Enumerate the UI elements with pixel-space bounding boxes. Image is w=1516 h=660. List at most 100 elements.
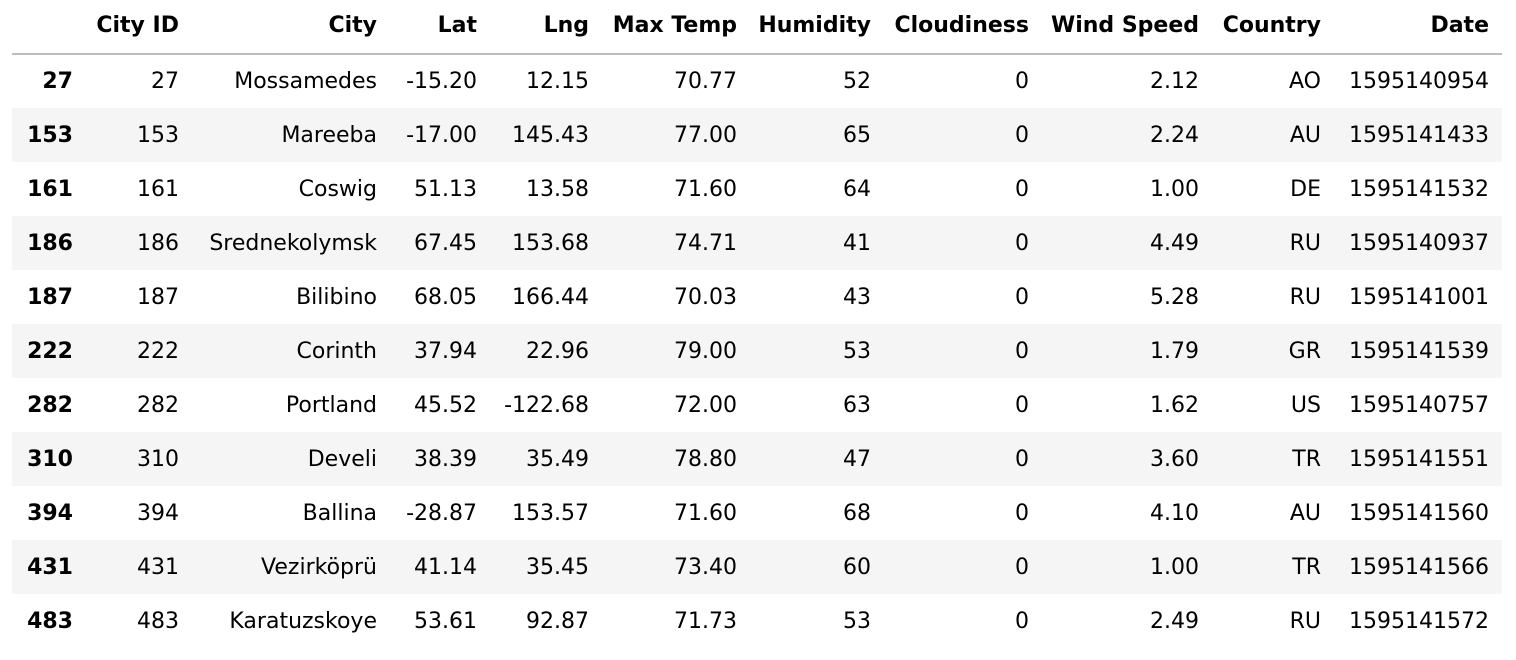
column-header-date: Date [1334, 0, 1502, 55]
cell-max-temp: 77.00 [674, 122, 737, 148]
cell-city: Corinth [296, 338, 378, 364]
table-row: 394 394 Ballina -28.87 153.57 71.60 68 0 4.10 AU 1… [12, 486, 1502, 540]
cell-city-id: 153 [137, 122, 179, 148]
cell-max-temp: 71.60 [674, 176, 737, 202]
cell-date: 1595141560 [1349, 500, 1489, 526]
row-index: 282 [27, 392, 73, 418]
cell-humidity: 68 [843, 500, 871, 526]
cell-city: Coswig [298, 176, 377, 202]
cell-city: Mareeba [281, 122, 377, 148]
cell-lat: 45.52 [414, 392, 477, 418]
table-row: 310 310 Develi 38.39 35.49 78.80 47 0 3.60 TR 1595… [12, 432, 1502, 486]
cell-wind-speed: 1.00 [1150, 176, 1199, 202]
cell-humidity: 65 [843, 122, 871, 148]
cell-city: Srednekolymsk [209, 230, 377, 256]
cell-city-id: 187 [137, 284, 179, 310]
column-header-cloudiness: Cloudiness [884, 0, 1042, 55]
row-index: 187 [27, 284, 73, 310]
cell-wind-speed: 1.79 [1150, 338, 1199, 364]
row-index: 483 [27, 608, 73, 634]
cell-city: Vezirköprü [261, 554, 377, 580]
cell-max-temp: 74.71 [674, 230, 737, 256]
table-row: 187 187 Bilibino 68.05 166.44 70.03 43 0 5.28 RU 1… [12, 270, 1502, 324]
cell-cloudiness: 0 [1015, 230, 1029, 256]
cell-date: 1595141566 [1349, 554, 1489, 580]
cell-date: 1595140757 [1349, 392, 1489, 418]
cell-city: Develi [307, 446, 377, 472]
cell-lat: 41.14 [414, 554, 477, 580]
cell-country: TR [1292, 446, 1321, 472]
table-body: 27 27 Mossamedes -15.20 12.15 70.77 52 0 2.12 AO 1… [12, 54, 1502, 648]
cell-wind-speed: 2.12 [1150, 69, 1199, 94]
cell-date: 1595141532 [1349, 176, 1489, 202]
table-row: 431 431 Vezirköprü 41.14 35.45 73.40 60 0 1.00 TR… [12, 540, 1502, 594]
cell-country: RU [1289, 230, 1321, 256]
cell-lng: -122.68 [504, 392, 589, 418]
column-header-wind-speed: Wind Speed [1042, 0, 1212, 55]
cell-country: AO [1289, 69, 1321, 94]
cell-date: 1595141551 [1349, 446, 1489, 472]
cell-city-id: 310 [137, 446, 179, 472]
cell-lng: 153.57 [512, 500, 589, 526]
column-header-index [12, 0, 86, 55]
table-row: 186 186 Srednekolymsk 67.45 153.68 74.71 41 0 4.… [12, 216, 1502, 270]
cell-lng: 145.43 [512, 122, 589, 148]
cell-cloudiness: 0 [1015, 338, 1029, 364]
cell-wind-speed: 5.28 [1150, 284, 1199, 310]
column-header-humidity: Humidity [750, 0, 884, 55]
cell-humidity: 63 [843, 392, 871, 418]
cell-lng: 35.49 [526, 446, 589, 472]
cell-city-id: 186 [137, 230, 179, 256]
cell-city-id: 431 [137, 554, 179, 580]
cell-cloudiness: 0 [1015, 608, 1029, 634]
row-index: 186 [27, 230, 73, 256]
cell-wind-speed: 4.10 [1150, 500, 1199, 526]
column-header-lat: Lat [390, 0, 490, 55]
cell-city: Mossamedes [234, 69, 377, 94]
cell-cloudiness: 0 [1015, 69, 1029, 94]
cell-humidity: 53 [843, 338, 871, 364]
cell-date: 1595140954 [1349, 69, 1489, 94]
cell-lat: 67.45 [414, 230, 477, 256]
cell-cloudiness: 0 [1015, 446, 1029, 472]
cell-humidity: 52 [843, 69, 871, 94]
cell-lat: 37.94 [414, 338, 477, 364]
cell-date: 1595140937 [1349, 230, 1489, 256]
cell-country: US [1290, 392, 1321, 418]
column-header-lng: Lng [490, 0, 602, 55]
cell-country: TR [1292, 554, 1321, 580]
cell-lng: 35.45 [526, 554, 589, 580]
table-row: 222 222 Corinth 37.94 22.96 79.00 53 0 1.79 GR 159… [12, 324, 1502, 378]
cell-humidity: 64 [843, 176, 871, 202]
cell-humidity: 43 [843, 284, 871, 310]
cell-lng: 92.87 [526, 608, 589, 634]
row-index: 222 [27, 338, 73, 364]
row-index: 27 [42, 69, 73, 94]
table-header: City ID City Lat Lng Max Temp Humidity Cloudin… [12, 0, 1502, 55]
table-row: 483 483 Karatuzskoye 53.61 92.87 71.73 53 0 2.49… [12, 594, 1502, 648]
cell-max-temp: 78.80 [674, 446, 737, 472]
row-index: 153 [27, 122, 73, 148]
cell-max-temp: 70.03 [674, 284, 737, 310]
column-header-country: Country [1212, 0, 1334, 55]
cell-max-temp: 73.40 [674, 554, 737, 580]
table-row: 282 282 Portland 45.52 -122.68 72.00 63 0 1.62 US… [12, 378, 1502, 432]
cell-wind-speed: 4.49 [1150, 230, 1199, 256]
cell-city-id: 483 [137, 608, 179, 634]
row-index: 394 [27, 500, 73, 526]
cell-lat: 68.05 [414, 284, 477, 310]
table-row: 153 153 Mareeba -17.00 145.43 77.00 65 0 2.24 AU 1… [12, 108, 1502, 162]
cell-city: Karatuzskoye [229, 608, 377, 634]
row-index: 431 [27, 554, 73, 580]
cell-date: 1595141539 [1349, 338, 1489, 364]
cell-lat: -17.00 [406, 122, 477, 148]
cell-city: Ballina [302, 500, 377, 526]
cell-cloudiness: 0 [1015, 284, 1029, 310]
cell-city: Bilibino [296, 284, 377, 310]
cell-city-id: 282 [137, 392, 179, 418]
column-header-city: City [192, 0, 390, 55]
cell-lat: -15.20 [406, 69, 477, 94]
cell-cloudiness: 0 [1015, 122, 1029, 148]
cell-cloudiness: 0 [1015, 392, 1029, 418]
cell-lng: 22.96 [526, 338, 589, 364]
